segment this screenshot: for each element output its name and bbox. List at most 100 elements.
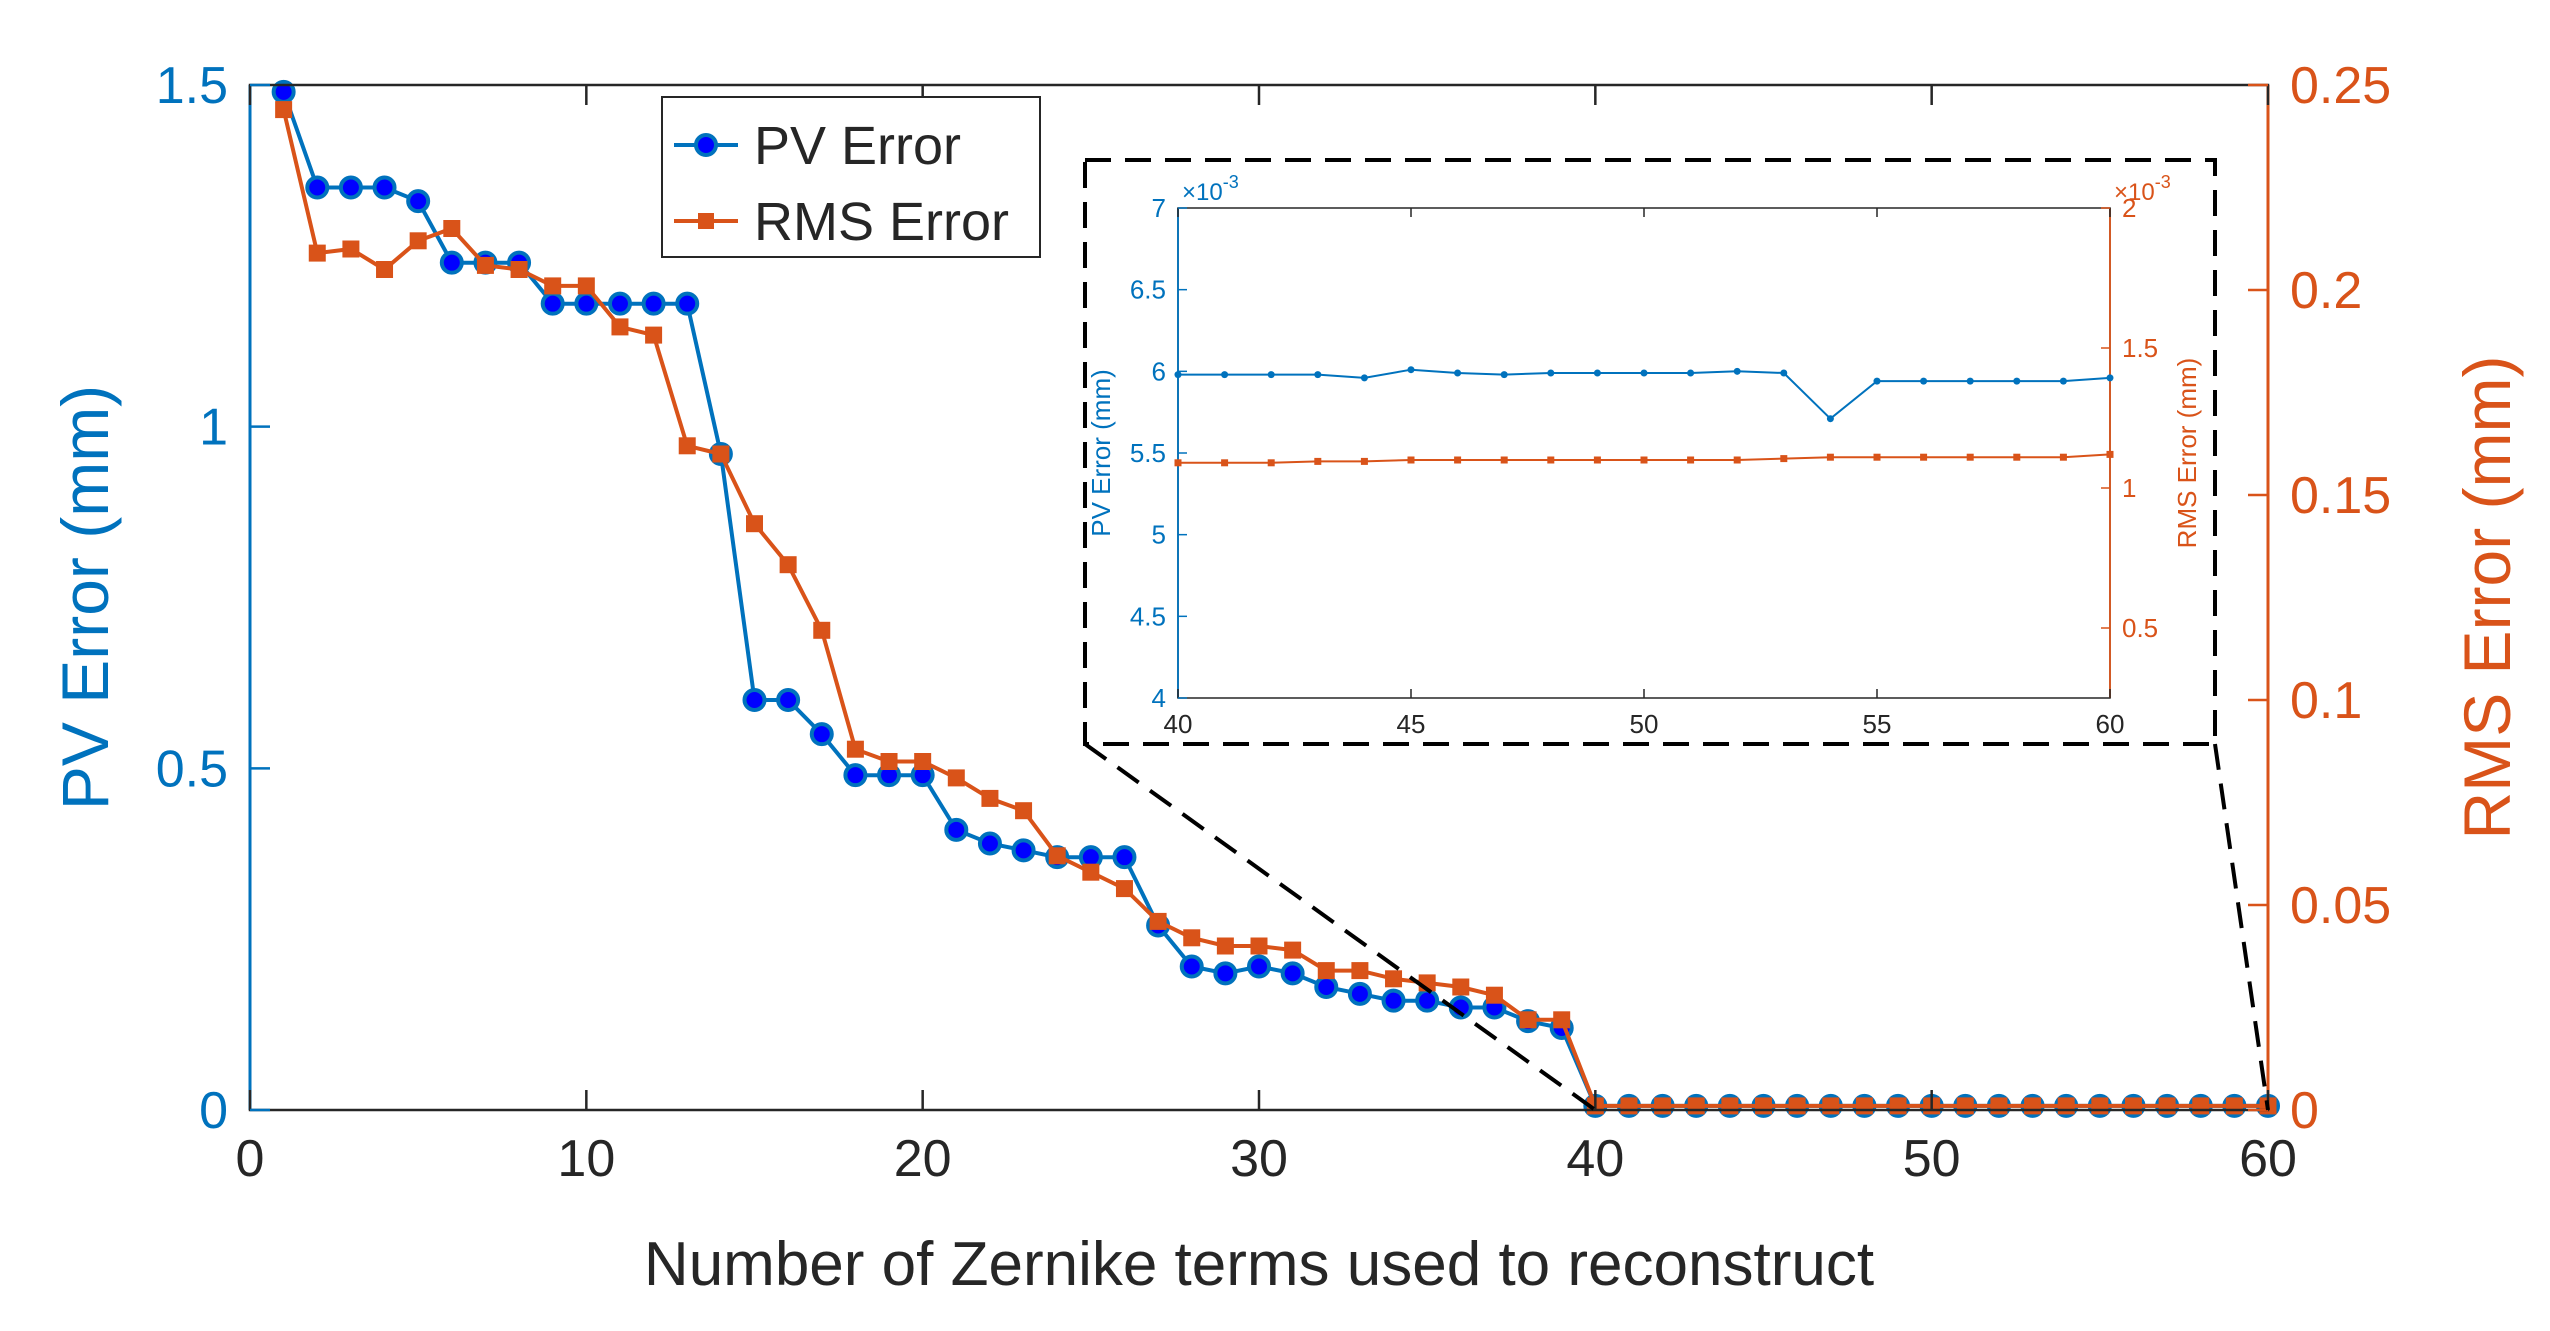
inset-pv-point: [1593, 369, 1601, 377]
rms-error-point: [1115, 880, 1133, 898]
right-y-tick-label: 0.05: [2290, 877, 2391, 935]
rms-error-point: [1485, 986, 1503, 1004]
rms-error-point: [544, 277, 562, 295]
pv-error-point: [843, 763, 868, 788]
rms-error-point: [409, 232, 427, 250]
left-y-tick-label: 0: [199, 1082, 228, 1140]
inset-x-tick-label: 40: [1164, 709, 1193, 739]
rms-error-point: [443, 220, 461, 237]
rms-error-point: [1149, 912, 1167, 930]
pv-error-point: [809, 722, 834, 747]
inset-pv-point: [1966, 377, 1974, 385]
inset-pv-point: [1500, 371, 1508, 379]
rms-error-point: [1048, 847, 1066, 865]
inset-rms-point: [1826, 453, 1834, 461]
inset-rms-point: [1174, 459, 1182, 467]
rms-error-point: [846, 740, 864, 758]
inset-right-y-tick-label: 1: [2122, 473, 2136, 503]
left-y-tick-label: 1: [199, 399, 228, 457]
rms-error-point: [1788, 1097, 1806, 1115]
rms-error-point: [914, 753, 932, 770]
rms-error-point: [1956, 1097, 1974, 1115]
inset-pv-point: [1873, 377, 1881, 385]
inset-x-tick-label: 60: [2096, 709, 2125, 739]
inset-rms-point: [1454, 456, 1462, 464]
rms-error-point: [2091, 1097, 2109, 1115]
inset-rms-point: [1640, 456, 1648, 464]
inset-pv-point: [1920, 377, 1928, 385]
x-tick-label: 20: [894, 1130, 952, 1188]
pv-error-point: [1314, 975, 1339, 999]
inset-rms-point: [1221, 459, 1229, 467]
right-y-tick-label: 0: [2290, 1082, 2319, 1140]
rms-error-point: [376, 261, 394, 278]
legend-marker-circle: [694, 133, 718, 157]
pv-error-point: [372, 175, 397, 200]
rms-error-point: [1284, 941, 1302, 959]
inset-rms-point: [1920, 453, 1928, 461]
inset-pv-point: [1174, 371, 1182, 379]
rms-error-point: [611, 318, 629, 336]
rms-error-point: [1990, 1097, 2008, 1115]
inset-pv-point: [1407, 366, 1415, 374]
rms-error-point: [880, 753, 898, 770]
inset-left-y-axis-label: PV Error (mm): [1086, 369, 1116, 537]
right-y-tick-label: 0.25: [2290, 57, 2391, 115]
inset-pv-point: [1640, 369, 1648, 377]
left-y-tick-label: 1.5: [156, 57, 228, 115]
rms-error-point: [779, 556, 797, 574]
x-tick-label: 10: [557, 1130, 615, 1188]
pv-error-point: [540, 291, 565, 316]
rms-error-point: [510, 261, 528, 278]
pv-error-point: [1112, 845, 1137, 870]
rms-error-point: [1654, 1097, 1672, 1115]
left-y-axis-label: PV Error (mm): [48, 385, 122, 810]
rms-error-point: [342, 240, 360, 258]
rms-error-point: [1250, 937, 1268, 955]
inset-right-y-tick-label: 0.5: [2122, 613, 2158, 643]
rms-error-point: [678, 437, 696, 455]
inset-left-exponent: ×10-3: [1182, 172, 1239, 206]
rms-error-point: [712, 445, 730, 463]
zoom-connector-right: [2213, 743, 2270, 1111]
pv-error-point: [338, 175, 363, 200]
inset-pv-point: [1454, 369, 1462, 377]
inset-right-y-tick-label: 1.5: [2122, 333, 2158, 363]
legend-marker-square: [698, 213, 714, 229]
inset-pv-point: [1360, 374, 1368, 382]
rms-error-point: [1822, 1097, 1840, 1115]
pv-error-point: [1213, 961, 1238, 986]
inset-pv-point: [1826, 415, 1834, 423]
left-y-tick-label: 0.5: [156, 740, 228, 798]
rms-error-point: [1553, 1011, 1571, 1029]
x-tick-label: 30: [1230, 1130, 1288, 1188]
inset-pv-point: [2013, 377, 2021, 385]
rms-error-point: [1082, 863, 1100, 881]
inset-rms-point: [1547, 456, 1555, 464]
rms-error-point: [1855, 1097, 1873, 1115]
rms-error-point: [947, 769, 965, 787]
pv-error-point: [944, 817, 969, 842]
inset-right-exponent: ×10-3: [2114, 172, 2171, 206]
x-tick-label: 60: [2239, 1130, 2297, 1188]
rms-error-point: [981, 789, 999, 807]
pv-error-point: [439, 250, 464, 275]
rms-error-point: [1889, 1097, 1907, 1115]
inset-x-tick-label: 55: [1863, 709, 1892, 739]
x-axis-label: Number of Zernike terms used to reconstr…: [644, 1230, 1874, 1299]
inset-pv-point: [1267, 371, 1275, 379]
inset-right-y-tick-label: 2: [2122, 193, 2136, 223]
legend-label: RMS Error: [754, 192, 1009, 252]
inset-left-y-tick-label: 6.5: [1130, 275, 1166, 305]
x-tick-label: 40: [1566, 1130, 1624, 1188]
inset-left-y-tick-label: 4: [1152, 683, 1166, 713]
inset-rms-point: [1593, 456, 1601, 464]
rms-error-point: [1317, 962, 1335, 980]
inset-rms-point: [2059, 453, 2067, 461]
inset-right-y-axis-label: RMS Error (mm): [2172, 358, 2202, 549]
inset-pv-point: [1780, 369, 1788, 377]
pv-error-point: [305, 175, 330, 200]
pv-error-point: [977, 831, 1002, 856]
rms-error-point: [2057, 1097, 2075, 1115]
rms-error-point: [2225, 1097, 2243, 1115]
